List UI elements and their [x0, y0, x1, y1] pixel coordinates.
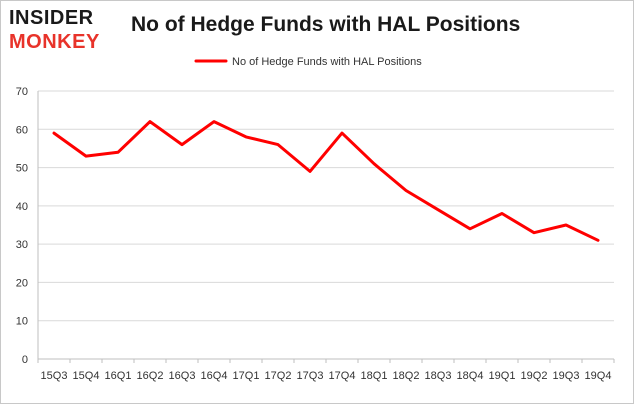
x-tick-label: 15Q4 — [73, 370, 100, 382]
data-point — [341, 132, 344, 135]
y-tick-label: 70 — [16, 86, 28, 98]
x-tick-label: 16Q2 — [137, 370, 164, 382]
y-tick-label: 30 — [16, 239, 28, 251]
x-tick-label: 16Q3 — [169, 370, 196, 382]
data-point — [213, 120, 216, 123]
x-tick-label: 18Q4 — [457, 370, 484, 382]
y-tick-label: 60 — [16, 124, 28, 136]
y-tick-label: 40 — [16, 201, 28, 213]
x-tick-label: 18Q2 — [393, 370, 420, 382]
x-tick-label: 17Q3 — [297, 370, 324, 382]
y-tick-label: 50 — [16, 163, 28, 175]
data-point — [277, 143, 280, 146]
x-tick-label: 18Q1 — [361, 370, 388, 382]
insider-monkey-logo: INSIDER MONKEY — [9, 7, 117, 55]
x-tick-label: 17Q4 — [329, 370, 356, 382]
legend-label: No of Hedge Funds with HAL Positions — [232, 56, 422, 68]
x-tick-label: 19Q1 — [489, 370, 516, 382]
data-point — [149, 120, 152, 123]
logo-text-top: INSIDER — [9, 7, 94, 29]
data-point — [437, 208, 440, 211]
data-point — [373, 162, 376, 165]
x-tick-label: 16Q4 — [201, 370, 228, 382]
data-point — [565, 224, 568, 227]
x-tick-label: 18Q3 — [425, 370, 452, 382]
data-point — [181, 143, 184, 146]
data-point — [469, 227, 472, 230]
x-tick-label: 19Q2 — [521, 370, 548, 382]
x-tick-label: 15Q3 — [41, 370, 68, 382]
data-point — [597, 239, 600, 242]
x-tick-label: 17Q2 — [265, 370, 292, 382]
logo-text-bottom: MONKEY — [9, 31, 100, 53]
x-tick-label: 17Q1 — [233, 370, 260, 382]
x-tick-label: 16Q1 — [105, 370, 132, 382]
x-tick-label: 19Q3 — [553, 370, 580, 382]
y-tick-label: 10 — [16, 316, 28, 328]
data-point — [117, 151, 120, 154]
data-point — [309, 170, 312, 173]
chart-title: No of Hedge Funds with HAL Positions — [131, 13, 521, 36]
data-point — [533, 231, 536, 234]
data-point — [405, 189, 408, 192]
y-tick-label: 20 — [16, 277, 28, 289]
data-point — [85, 155, 88, 158]
series-line — [52, 120, 600, 242]
data-point — [501, 212, 504, 215]
x-tick-label: 19Q4 — [585, 370, 612, 382]
data-point — [53, 132, 56, 135]
data-point — [245, 135, 248, 138]
y-tick-label: 0 — [22, 354, 28, 366]
